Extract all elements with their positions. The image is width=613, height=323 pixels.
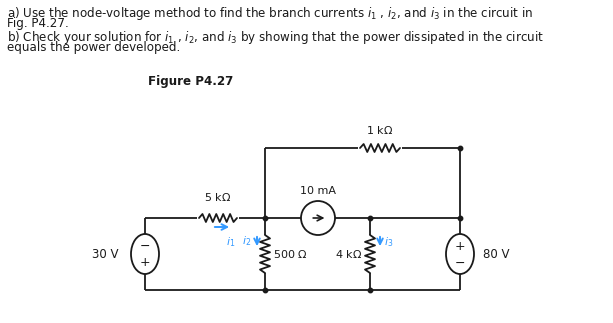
Text: a) Use the node-voltage method to find the branch currents $i_1$ , $i_2$, and $i: a) Use the node-voltage method to find t… [7, 5, 533, 22]
Text: 10 mA: 10 mA [300, 186, 336, 196]
Text: Figure P4.27: Figure P4.27 [148, 75, 234, 88]
Text: 80 V: 80 V [483, 247, 509, 261]
Text: +: + [455, 239, 465, 253]
Text: 500 $\Omega$: 500 $\Omega$ [273, 248, 308, 260]
Text: Fig. P4.27.: Fig. P4.27. [7, 17, 69, 30]
Text: 1 k$\Omega$: 1 k$\Omega$ [367, 124, 394, 136]
Text: 30 V: 30 V [93, 247, 119, 261]
Text: equals the power developed.: equals the power developed. [7, 41, 180, 54]
Text: b) Check your solution for $i_1$ , $i_2$, and $i_3$ by showing that the power di: b) Check your solution for $i_1$ , $i_2$… [7, 29, 544, 46]
Text: $i_1$: $i_1$ [226, 235, 235, 249]
Text: 5 k$\Omega$: 5 k$\Omega$ [205, 191, 232, 203]
Text: −: − [455, 256, 465, 269]
Text: $i_3$: $i_3$ [384, 235, 394, 249]
Text: −: − [140, 239, 150, 253]
Text: +: + [140, 256, 150, 269]
Text: $i_2$: $i_2$ [242, 234, 251, 248]
Text: 4 k$\Omega$: 4 k$\Omega$ [335, 248, 362, 260]
